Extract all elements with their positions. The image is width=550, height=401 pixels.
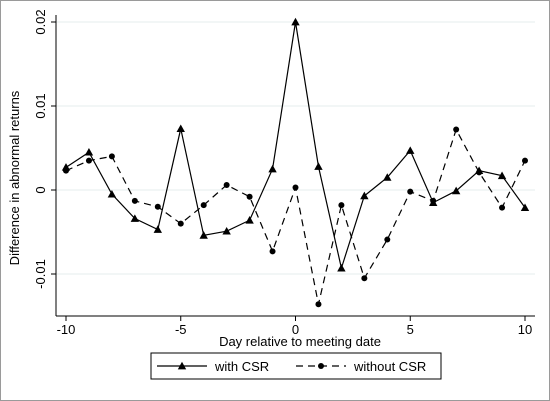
- data-point-triangle: [107, 190, 117, 198]
- data-point-triangle: [177, 361, 187, 370]
- data-point-circle: [407, 188, 414, 195]
- data-point-circle: [315, 301, 322, 308]
- data-point-circle: [430, 197, 437, 204]
- data-point-circle: [63, 167, 69, 174]
- x-axis-title: Day relative to meeting date: [219, 334, 381, 349]
- axes: -0.01 0 0.01 0.02 -10 -5 0 5 10: [33, 9, 535, 337]
- data-point-triangle: [130, 214, 140, 222]
- data-point-circle: [522, 157, 528, 164]
- y-tick-label: 0: [33, 186, 48, 193]
- data-point-triangle: [199, 231, 208, 239]
- y-tick-label: -0.01: [33, 259, 48, 289]
- series-with-csr: [61, 17, 530, 272]
- x-tick-label: 10: [518, 322, 532, 337]
- data-point-circle: [223, 181, 230, 188]
- x-tick-label: 0: [292, 322, 299, 337]
- data-point-circle: [384, 236, 391, 243]
- data-point-circle: [154, 203, 161, 210]
- data-point-circle: [476, 169, 483, 176]
- data-point-triangle: [337, 263, 346, 272]
- data-point-circle: [318, 363, 324, 369]
- legend: with CSR without CSR: [150, 352, 442, 380]
- x-tick-label: -5: [175, 322, 187, 337]
- y-axis-title: Difference in abnormal returns: [7, 90, 22, 265]
- series-layer: [61, 17, 530, 308]
- data-point-circle: [131, 197, 138, 204]
- plot-area: [56, 15, 535, 316]
- data-point-triangle: [497, 171, 507, 180]
- y-tick-label: 0.01: [33, 93, 48, 118]
- data-point-triangle: [314, 162, 323, 170]
- data-point-triangle: [245, 216, 254, 224]
- data-point-circle: [246, 193, 253, 200]
- data-point-circle: [269, 248, 276, 255]
- data-point-circle: [292, 184, 299, 191]
- legend-items: with CSR without CSR: [157, 359, 426, 374]
- data-point-triangle: [406, 146, 415, 154]
- data-point-triangle: [291, 17, 300, 26]
- data-point-circle: [177, 220, 184, 227]
- x-tick-label: -10: [57, 322, 76, 337]
- data-point-circle: [108, 153, 115, 160]
- legend-label: without CSR: [353, 359, 426, 374]
- data-point-circle: [361, 275, 368, 282]
- data-point-triangle: [520, 203, 530, 211]
- legend-label: with CSR: [214, 359, 269, 374]
- data-point-circle: [200, 202, 207, 209]
- x-tick-label: 5: [407, 322, 414, 337]
- data-point-triangle: [268, 164, 277, 173]
- data-point-triangle: [383, 173, 392, 181]
- data-point-triangle: [360, 191, 369, 200]
- data-point-triangle: [153, 225, 162, 233]
- data-point-circle: [499, 204, 506, 211]
- legend-item: with CSR: [157, 359, 269, 374]
- y-tick-label: 0.02: [33, 9, 48, 34]
- series-without-csr: [63, 126, 528, 308]
- data-point-circle: [85, 157, 92, 164]
- data-point-triangle: [222, 226, 231, 235]
- data-point-triangle: [451, 186, 461, 195]
- data-point-triangle: [84, 148, 94, 156]
- data-point-triangle: [176, 124, 185, 133]
- data-point-circle: [453, 126, 460, 133]
- data-point-circle: [338, 202, 345, 209]
- legend-item: without CSR: [296, 359, 426, 374]
